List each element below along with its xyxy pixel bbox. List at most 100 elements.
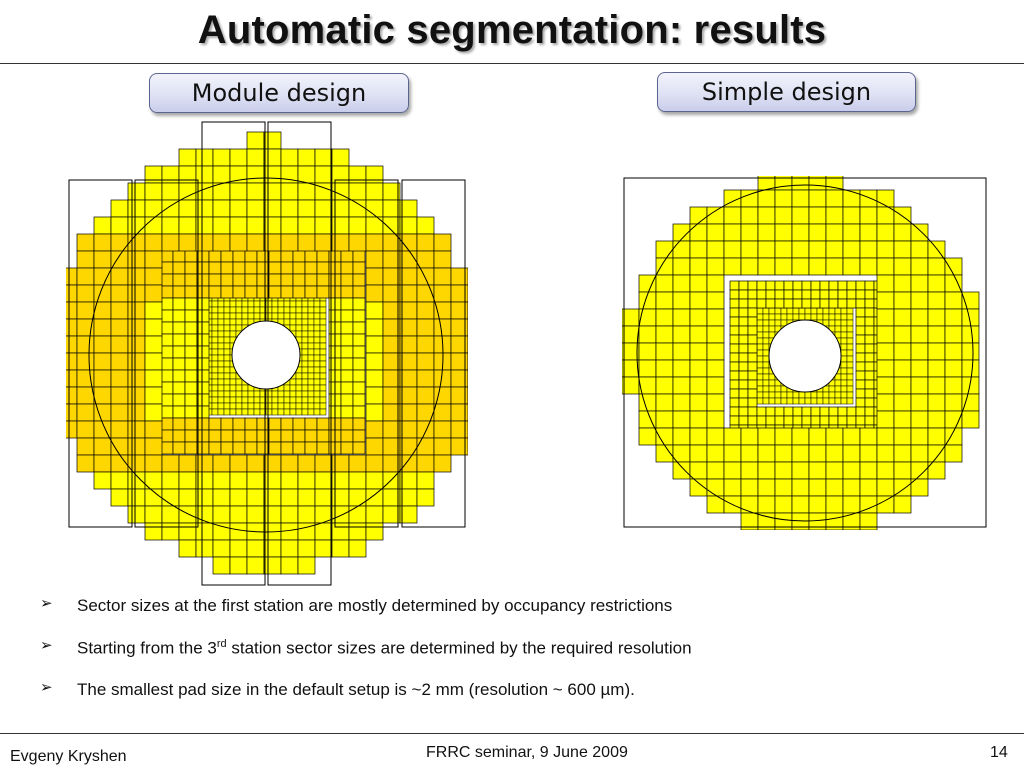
pad-cell	[235, 408, 243, 416]
pad-cell	[283, 408, 291, 416]
pad-cell	[399, 267, 418, 286]
pad-cell	[706, 461, 725, 480]
pad-cell	[301, 318, 309, 326]
pad-cell	[762, 397, 770, 405]
pad-cell	[822, 391, 830, 399]
pad-cell	[638, 393, 657, 412]
pad-cell	[893, 274, 912, 293]
pad-cell	[253, 396, 261, 404]
pad-cell	[433, 437, 452, 456]
pad-cell	[184, 321, 198, 335]
pad-cell	[762, 343, 770, 351]
pad-cell	[172, 321, 186, 335]
pad-cell	[825, 257, 844, 276]
pad-cell	[768, 307, 776, 315]
pad-cell	[689, 206, 708, 225]
pad-cell	[828, 397, 836, 405]
pad-cell	[672, 342, 691, 361]
pad-cell	[223, 342, 231, 350]
pad-cell	[762, 367, 770, 375]
pad-cell	[247, 312, 255, 320]
pad-cell	[241, 300, 249, 308]
pad-cell	[229, 539, 248, 558]
pad-cell	[160, 357, 174, 371]
pad-cell	[804, 391, 812, 399]
pad-cell	[340, 321, 354, 335]
pad-cell	[246, 488, 265, 507]
pad-cell	[172, 309, 186, 323]
pad-cell	[365, 454, 384, 473]
pad-cell	[399, 352, 418, 371]
pad-cell	[762, 331, 770, 339]
pad-cell	[263, 182, 282, 201]
pad-cell	[786, 307, 794, 315]
pad-cell	[792, 397, 800, 405]
pad-cell	[235, 402, 243, 410]
pad-cell	[622, 359, 640, 378]
pad-cell	[283, 402, 291, 410]
pad-cell	[689, 410, 708, 429]
pad-cell	[297, 471, 316, 490]
pad-cell	[265, 396, 273, 404]
pad-cell	[352, 309, 366, 323]
pad-cell	[365, 420, 384, 439]
pad-cell	[706, 444, 725, 463]
pad-cell	[840, 361, 848, 369]
pad-cell	[301, 306, 309, 314]
pad-cell	[382, 386, 401, 405]
pad-cell	[791, 461, 810, 480]
pad-cell	[910, 257, 929, 276]
pad-cell	[265, 408, 273, 416]
pad-cell	[297, 233, 316, 252]
pad-cell	[738, 388, 749, 399]
pad-cell	[825, 478, 844, 497]
pad-cell	[110, 403, 129, 422]
pad-cell	[301, 366, 309, 374]
pad-cell	[792, 406, 803, 417]
simple-design-label: Simple design	[657, 72, 916, 112]
pad-cell	[172, 417, 186, 431]
pad-cell	[289, 384, 297, 392]
pad-cell	[292, 429, 306, 443]
pad-cell	[297, 216, 316, 235]
pad-cell	[910, 410, 929, 429]
pad-cell	[416, 369, 435, 388]
pad-cell	[220, 441, 234, 455]
pad-cell	[791, 206, 810, 225]
pad-cell	[208, 429, 222, 443]
pad-cell	[196, 297, 210, 311]
pad-cell	[195, 539, 214, 558]
pad-cell	[319, 390, 327, 398]
pad-cell	[280, 249, 294, 263]
pad-cell	[910, 308, 929, 327]
pad-cell	[229, 378, 237, 386]
pad-cell	[756, 307, 764, 315]
pad-cell	[292, 261, 306, 275]
pad-cell	[76, 267, 95, 286]
pad-cell	[783, 289, 794, 300]
pad-cell	[319, 300, 327, 308]
pad-cell	[450, 437, 468, 456]
pad-cell	[319, 330, 327, 338]
pad-cell	[893, 393, 912, 412]
pad-cell	[172, 273, 186, 287]
pad-cell	[314, 454, 333, 473]
pad-cell	[184, 261, 198, 275]
pad-cell	[295, 384, 303, 392]
pad-cell	[110, 454, 129, 473]
pad-cell	[774, 495, 793, 514]
pad-cell	[747, 298, 758, 309]
pad-cell	[246, 182, 265, 201]
pad-cell	[798, 397, 806, 405]
pad-cell	[762, 319, 770, 327]
pad-cell	[910, 223, 929, 242]
pad-cell	[223, 330, 231, 338]
pad-cell	[297, 505, 316, 524]
pad-cell	[416, 301, 435, 320]
pad-cell	[301, 402, 309, 410]
pad-cell	[144, 352, 163, 371]
pad-cell	[689, 461, 708, 480]
pad-cell	[280, 429, 294, 443]
pad-cell	[365, 267, 384, 286]
pad-cell	[263, 556, 282, 575]
